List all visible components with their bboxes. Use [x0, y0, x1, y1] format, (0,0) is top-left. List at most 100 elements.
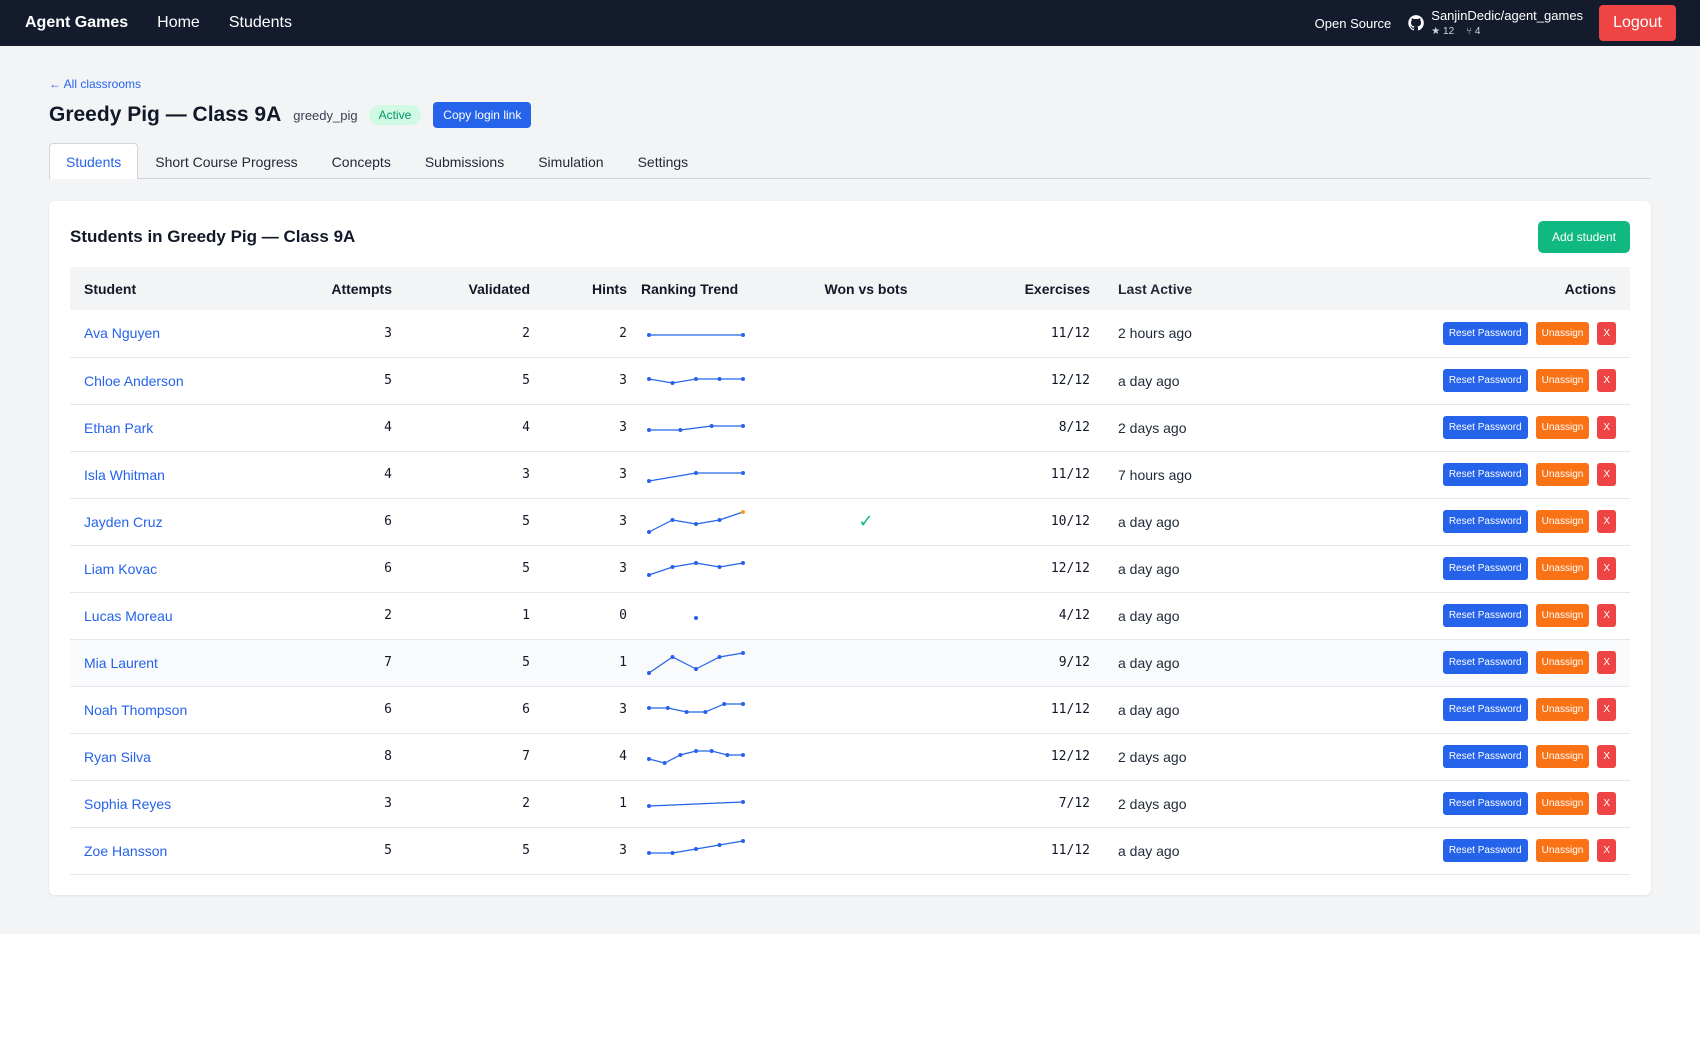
- reset-password-button[interactable]: Reset Password: [1442, 369, 1528, 392]
- last-active-cell: 2 days ago: [1090, 404, 1281, 452]
- column-header-won-vs-bots[interactable]: Won vs bots: [824, 280, 908, 297]
- logout-button[interactable]: Logout: [1599, 5, 1676, 41]
- tab-submissions[interactable]: Submissions: [424, 154, 505, 170]
- remove-student-button[interactable]: X: [1597, 792, 1616, 815]
- ranking-sparkline: [647, 470, 745, 483]
- unassign-button[interactable]: Unassign: [1535, 510, 1590, 533]
- student-name-link[interactable]: Ava Nguyen: [84, 325, 161, 342]
- sparkline-point: [647, 803, 651, 808]
- student-cell: Sophia Reyes: [70, 780, 284, 828]
- validated-cell: 5: [392, 639, 530, 687]
- brand-logo[interactable]: Agent Games: [25, 14, 129, 31]
- student-name-link[interactable]: Noah Thompson: [84, 701, 188, 718]
- back-to-classrooms-link[interactable]: ← All classrooms: [49, 77, 142, 91]
- reset-password-button[interactable]: Reset Password: [1442, 463, 1528, 486]
- attempts-cell: 4: [284, 451, 392, 499]
- reset-password-button[interactable]: Reset Password: [1442, 792, 1528, 815]
- repo-info[interactable]: SanjinDedic/agent_games ★ 12 ⑂ 4: [1431, 7, 1584, 37]
- unassign-button[interactable]: Unassign: [1535, 321, 1590, 345]
- reset-password-button[interactable]: Reset Password: [1442, 745, 1528, 768]
- student-name-link[interactable]: Ryan Silva: [84, 748, 151, 765]
- tab-settings[interactable]: Settings: [637, 154, 689, 170]
- last-active-cell: 2 days ago: [1090, 780, 1281, 828]
- ranking-sparkline: [647, 423, 745, 432]
- sparkline-point: [662, 760, 667, 765]
- reset-password-button[interactable]: Reset Password: [1442, 557, 1528, 580]
- students-table: Student Attempts Validated Hints Ranking…: [70, 267, 1630, 875]
- column-header-last-active[interactable]: Last Active: [1118, 280, 1193, 297]
- unassign-button[interactable]: Unassign: [1535, 651, 1590, 674]
- tab-concepts[interactable]: Concepts: [331, 154, 391, 170]
- remove-student-button[interactable]: X: [1597, 557, 1616, 580]
- hints-cell: 3: [530, 357, 627, 405]
- validated-cell: 7: [392, 733, 530, 781]
- tab-students[interactable]: Students: [49, 143, 139, 179]
- reset-password-button[interactable]: Reset Password: [1442, 510, 1528, 533]
- unassign-button[interactable]: Unassign: [1535, 839, 1590, 862]
- student-name-link[interactable]: Sophia Reyes: [84, 795, 172, 812]
- student-name-link[interactable]: Isla Whitman: [84, 466, 165, 483]
- last-active-cell: a day ago: [1090, 639, 1281, 687]
- nav-home[interactable]: Home: [157, 14, 200, 31]
- remove-student-button[interactable]: X: [1597, 698, 1616, 721]
- student-name-link[interactable]: Lucas Moreau: [84, 607, 173, 624]
- column-header-hints[interactable]: Hints: [592, 280, 627, 297]
- reset-password-button[interactable]: Reset Password: [1442, 321, 1528, 345]
- last-active-cell: a day ago: [1090, 592, 1281, 640]
- tab-simulation[interactable]: Simulation: [538, 154, 604, 170]
- column-header-student[interactable]: Student: [84, 280, 137, 297]
- reset-password-button[interactable]: Reset Password: [1442, 651, 1528, 674]
- ranking-trend-cell: [627, 545, 793, 593]
- actions-cell: Reset Password Unassign X: [1280, 592, 1630, 640]
- table-row: Mia Laurent 7 5 1 9/12 a day ago Reset Passwor…: [70, 639, 1630, 687]
- unassign-button[interactable]: Unassign: [1535, 792, 1590, 815]
- remove-student-button[interactable]: X: [1597, 745, 1616, 768]
- student-name-link[interactable]: Liam Kovac: [84, 560, 158, 577]
- reset-password-button[interactable]: Reset Password: [1442, 698, 1528, 721]
- unassign-button[interactable]: Unassign: [1535, 745, 1590, 768]
- copy-login-link-button[interactable]: Copy login link: [433, 102, 532, 128]
- remove-student-button[interactable]: X: [1597, 651, 1616, 674]
- hints-cell: 3: [530, 498, 627, 546]
- remove-student-button[interactable]: X: [1597, 369, 1616, 392]
- column-header-exercises[interactable]: Exercises: [1024, 280, 1090, 297]
- unassign-button[interactable]: Unassign: [1535, 463, 1590, 486]
- remove-student-button[interactable]: X: [1597, 463, 1616, 486]
- github-icon[interactable]: [1407, 14, 1425, 32]
- sparkline-point: [717, 376, 722, 381]
- repo-name[interactable]: SanjinDedic/agent_games: [1431, 7, 1584, 23]
- student-name-link[interactable]: Mia Laurent: [84, 654, 158, 671]
- student-name-link[interactable]: Zoe Hansson: [84, 842, 168, 859]
- exercises-cell: 11/12: [939, 686, 1090, 734]
- ranking-trend-cell: [627, 639, 793, 687]
- student-cell: Liam Kovac: [70, 545, 284, 593]
- student-name-link[interactable]: Jayden Cruz: [84, 513, 163, 530]
- remove-student-button[interactable]: X: [1597, 416, 1616, 439]
- unassign-button[interactable]: Unassign: [1535, 698, 1590, 721]
- nav-students[interactable]: Students: [228, 14, 292, 31]
- last-active-cell: 7 hours ago: [1090, 451, 1281, 499]
- sparkline-point: [670, 564, 675, 569]
- attempts-cell: 3: [284, 780, 392, 828]
- student-name-link[interactable]: Chloe Anderson: [84, 372, 184, 389]
- remove-student-button[interactable]: X: [1597, 839, 1616, 862]
- remove-student-button[interactable]: X: [1597, 604, 1616, 627]
- reset-password-button[interactable]: Reset Password: [1442, 416, 1528, 439]
- unassign-button[interactable]: Unassign: [1535, 557, 1590, 580]
- tab-short-course-progress[interactable]: Short Course Progress: [155, 154, 298, 170]
- column-header-validated[interactable]: Validated: [468, 280, 530, 297]
- unassign-button[interactable]: Unassign: [1535, 369, 1590, 392]
- won-check-icon: ✓: [858, 511, 874, 531]
- student-name-link[interactable]: Ethan Park: [84, 419, 154, 436]
- remove-student-button[interactable]: X: [1597, 321, 1616, 345]
- sparkline-point: [722, 701, 727, 706]
- unassign-button[interactable]: Unassign: [1535, 416, 1590, 439]
- open-source-link[interactable]: Open Source: [1314, 15, 1392, 31]
- column-header-attempts[interactable]: Attempts: [331, 280, 392, 297]
- reset-password-button[interactable]: Reset Password: [1442, 839, 1528, 862]
- reset-password-button[interactable]: Reset Password: [1442, 604, 1528, 627]
- sparkline-point: [670, 517, 675, 522]
- add-student-button[interactable]: Add student: [1537, 221, 1630, 253]
- remove-student-button[interactable]: X: [1597, 510, 1616, 533]
- unassign-button[interactable]: Unassign: [1535, 604, 1590, 627]
